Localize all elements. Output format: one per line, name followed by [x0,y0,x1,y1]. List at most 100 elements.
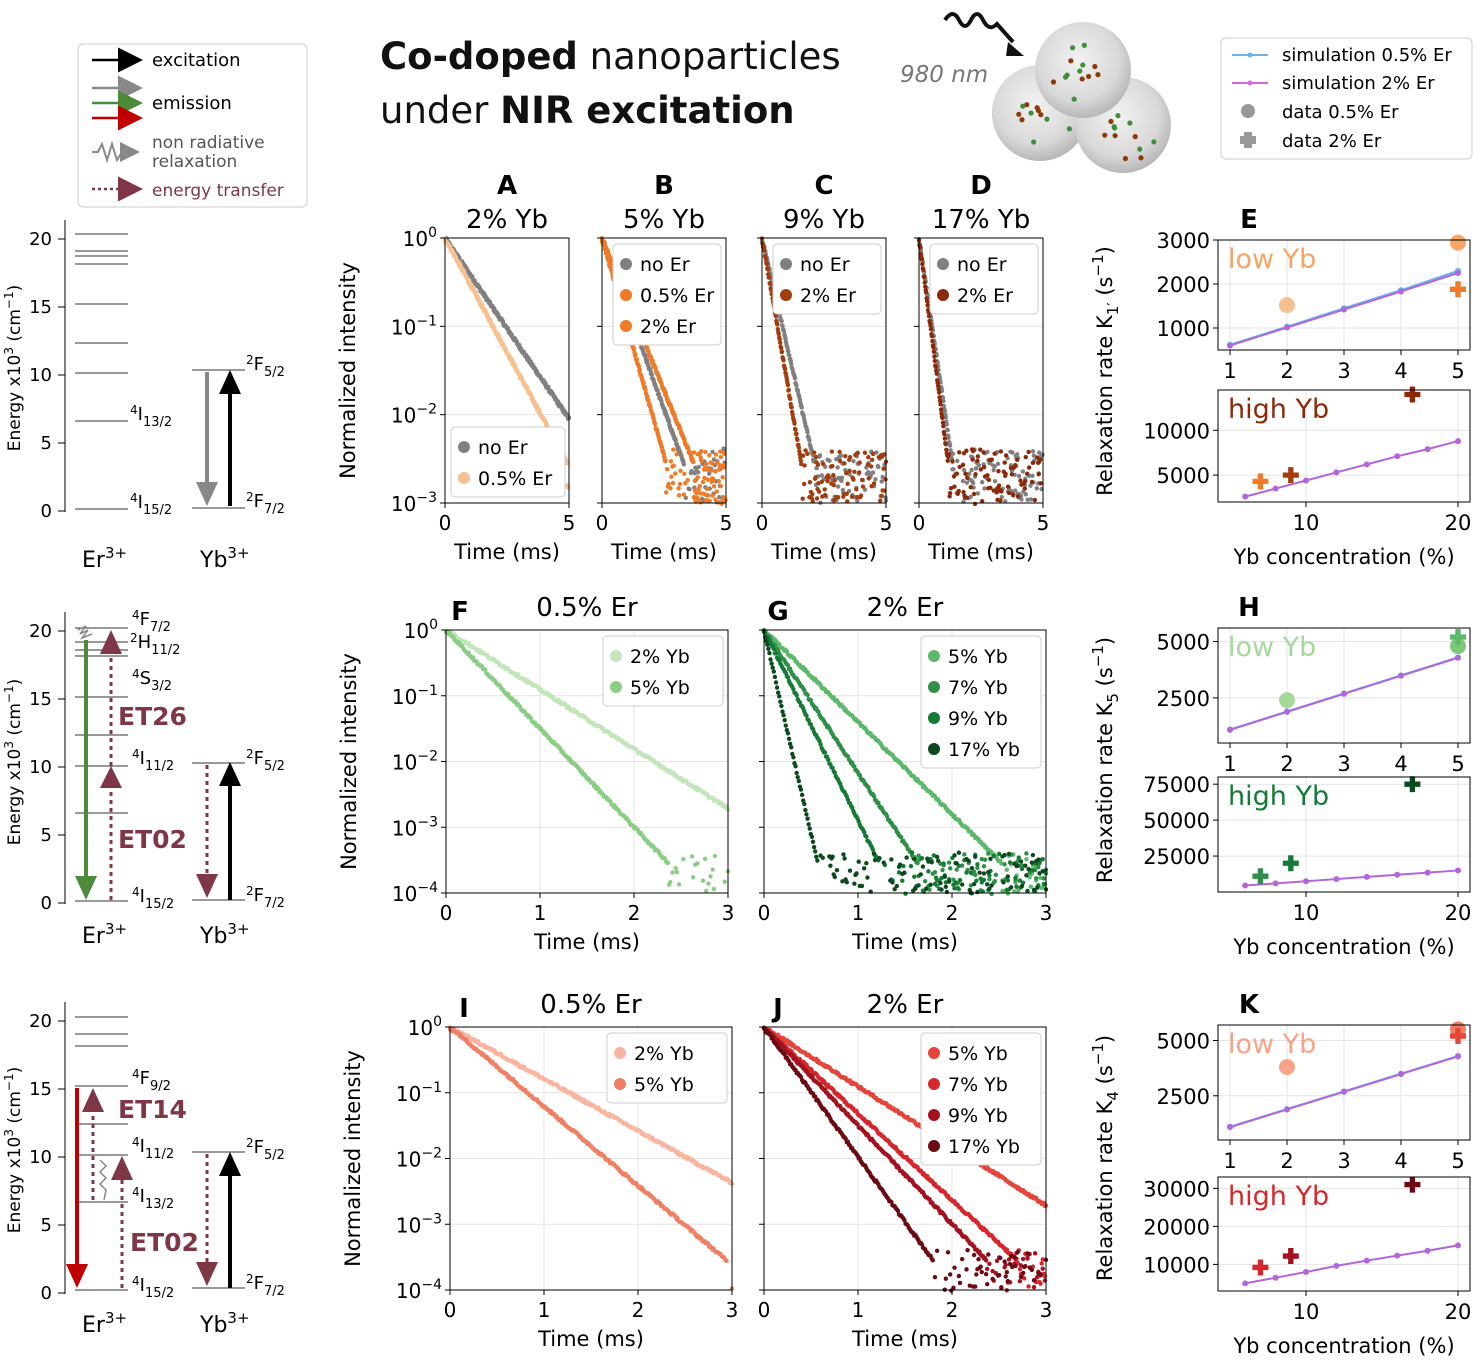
data-point [964,448,969,453]
data-point [985,1266,990,1272]
data-point-plus [1252,868,1269,885]
data-point [898,835,904,840]
data-point [791,687,796,692]
legend-excitation-label: excitation [152,50,241,71]
data-point [1023,478,1028,484]
data-point [1036,864,1041,870]
legend-entry: 5% Yb [634,1074,694,1096]
data-point [810,491,815,497]
data-point [919,257,925,262]
x-tick-label: 5 [880,511,893,535]
legend-A: no Er0.5% Er [450,426,566,498]
data-point [986,870,991,875]
y-tick-label: 10−1 [391,313,437,339]
x-axis-label: Time (ms) [770,540,877,564]
data-point [1028,497,1034,502]
x-tick-label: 4 [1394,752,1407,776]
dopant-dot [1050,79,1057,85]
data-point [807,438,812,443]
data-point [985,882,990,887]
data-point [706,467,711,472]
data-point [775,690,781,695]
data-point [718,449,723,454]
et02-label-row3: ET02 [130,1228,199,1257]
data-point [606,258,611,263]
data-point [814,496,820,501]
y-tick-label: 10−4 [392,880,438,906]
data-point [998,1255,1003,1261]
y-tick-label: 10−2 [392,749,438,775]
data-point [1026,449,1031,455]
data-point-plus [1282,467,1299,484]
data-point [881,452,887,457]
data-point [975,454,981,459]
data-point [785,731,791,736]
data-point [1002,1259,1007,1264]
data-point [673,437,678,443]
data-point [1041,881,1047,887]
data-point [832,498,837,503]
legend-nonrad-label-2: relaxation [152,152,237,172]
plot-frame [761,237,887,504]
regime-label: low Yb [1228,632,1316,663]
data-point [1036,450,1042,455]
data-point [996,851,1002,857]
x-tick-label: 0 [440,901,453,925]
data-point [1010,450,1015,455]
simulation-point [1284,1106,1290,1113]
data-point [1039,1261,1044,1266]
data-point [918,251,924,257]
data-point [777,337,782,342]
data-point [704,486,710,492]
energy-diagram-row1: 0 5 10 15 20 Energy x103 (cm−1) 4I13/2 4… [2,220,285,573]
legend-entry: 2% Er [640,316,696,338]
dopant-dot [1095,72,1101,78]
data-point [565,485,571,490]
legend-D: no Er2% Er [929,243,1039,315]
data-point [926,869,931,874]
level-4I13-2-row1: 4I13/2 [130,403,172,430]
data-point [707,498,712,504]
data-point [948,485,954,491]
data-point [926,313,932,319]
data-point [843,1136,848,1141]
data-point [648,404,653,409]
data-point [923,284,928,289]
data-point [1005,891,1011,896]
y-tick-label: 5000 [1157,464,1210,488]
x-axis-label: Time (ms) [851,930,958,954]
data-point [874,450,879,455]
er-ion-label-row3: Er3+ [82,1309,127,1338]
panel-title: 2% Er [867,593,944,623]
legend-marker [928,712,940,724]
simulation-point [1303,477,1309,484]
data-point [922,280,927,285]
panel-letter: J [771,994,783,1024]
data-point [1041,876,1047,881]
data-point [1014,452,1020,457]
regime-label: high Yb [1228,781,1329,812]
data-point [877,856,882,861]
data-point [681,492,687,497]
data-point [789,405,794,410]
x-tick-label: 5 [720,511,733,535]
data-point [1040,857,1045,862]
data-point [666,481,671,487]
series-0-5-Er [442,236,571,490]
data-point [816,489,822,494]
dopant-dot [1115,112,1121,119]
data-point [663,490,669,495]
data-point [830,463,835,469]
data-point [832,770,837,775]
simulation-point [1398,672,1404,679]
data-point-plus [1252,473,1269,490]
data-point [1032,497,1038,503]
legend-entry: 2% Yb [630,646,690,668]
x-tick-label: 5 [1451,752,1464,776]
data-point [1002,852,1007,858]
data-point [803,448,808,453]
x-axis-label: Yb concentration (%) [1232,545,1454,569]
data-point [802,801,807,807]
legend-nonrad-label-1: non radiative [152,133,265,153]
data-point [908,863,914,869]
